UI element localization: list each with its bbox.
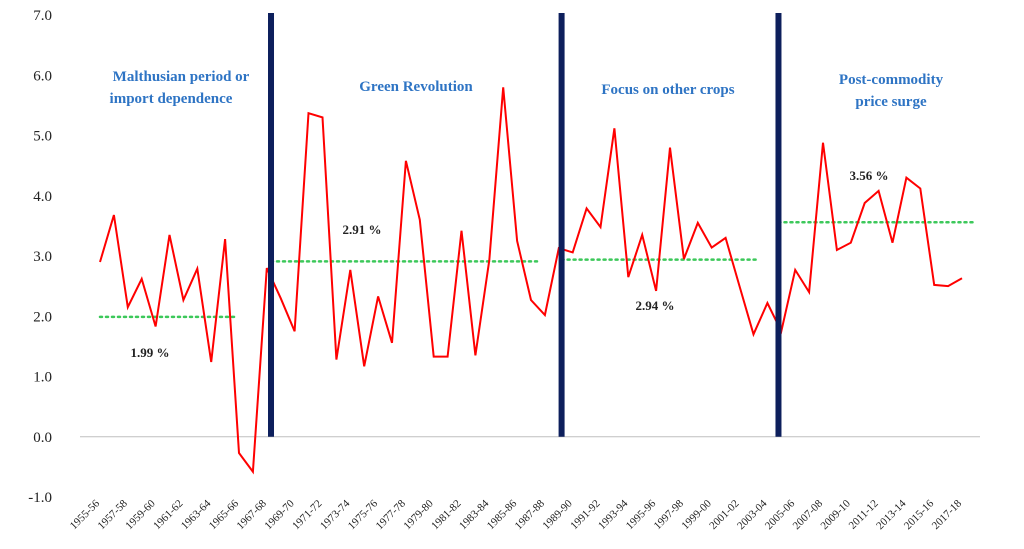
x-tick-label: 2017-18 (930, 497, 965, 532)
period-label-post-commodity-line2: price surge (855, 94, 927, 110)
period-label-post-commodity-line1: Post-commodity (839, 72, 944, 88)
y-tick-label: 4.0 (33, 189, 52, 205)
x-tick-label: 1981-82 (429, 498, 463, 532)
x-tick-label: 1987-88 (513, 497, 548, 532)
x-tick-label: 1995-96 (624, 497, 659, 532)
x-tick-label: 1977-78 (374, 497, 409, 532)
x-tick-label: 2003-04 (735, 497, 770, 532)
y-tick-label: 2.0 (33, 309, 52, 325)
x-tick-label: 2015-16 (902, 497, 937, 532)
x-tick-label: 1959-60 (123, 497, 158, 532)
x-tick-label: 2011-12 (847, 498, 881, 532)
x-tick-label: 2007-08 (791, 497, 826, 532)
y-tick-label: 5.0 (33, 129, 52, 145)
average-label-2: 2.91 % (343, 222, 382, 237)
series-line-group (99, 87, 963, 475)
average-lines (98, 221, 978, 319)
period-label-green-revolution: Green Revolution (359, 79, 473, 95)
x-tick-label: 1973-74 (318, 497, 353, 532)
period-labels: Malthusian period or import dependence G… (110, 69, 944, 110)
x-tick-label: 1983-84 (457, 497, 492, 532)
x-tick-label: 1961-62 (151, 498, 185, 532)
period-dividers (268, 13, 782, 437)
x-tick-label: 1979-80 (401, 497, 436, 532)
x-tick-label: 1975-76 (346, 497, 381, 532)
y-tick-label: 0.0 (33, 430, 52, 446)
x-tick-label: 1955-56 (68, 497, 103, 532)
period-label-malthusian-line1: Malthusian period or (113, 69, 250, 85)
x-tick-label: 2013-14 (874, 497, 909, 532)
y-axis-ticks: 7.0 6.0 5.0 4.0 3.0 2.0 1.0 0.0 -1.0 (28, 8, 52, 506)
x-tick-label: 1965-66 (207, 497, 242, 532)
x-tick-label: 2001-02 (707, 498, 741, 532)
average-label-1: 1.99 % (131, 345, 170, 360)
average-labels: 1.99 % 2.91 % 2.94 % 3.56 % (131, 168, 889, 360)
x-tick-label: 1999-00 (679, 497, 714, 532)
y-tick-label: 1.0 (33, 370, 52, 386)
growth-series-line (99, 87, 963, 475)
x-tick-label: 1991-92 (568, 498, 602, 532)
x-tick-label: 1963-64 (179, 497, 214, 532)
x-tick-label: 1969-70 (262, 497, 297, 532)
period-label-other-crops: Focus on other crops (601, 82, 734, 98)
x-tick-label: 2005-06 (763, 497, 798, 532)
x-tick-label: 1997-98 (652, 497, 687, 532)
period-label-malthusian-line2: import dependence (110, 91, 233, 107)
y-tick-label: 3.0 (33, 249, 52, 265)
x-tick-label: 2009-10 (818, 497, 853, 532)
y-tick-label: -1.0 (28, 490, 52, 506)
x-tick-label: 1993-94 (596, 497, 631, 532)
y-tick-label: 7.0 (33, 8, 52, 24)
x-tick-label: 1971-72 (290, 498, 324, 532)
x-tick-label: 1957-58 (96, 497, 131, 532)
y-tick-label: 6.0 (33, 68, 52, 84)
x-tick-label: 1985-86 (485, 497, 520, 532)
x-tick-label: 1989-90 (540, 497, 575, 532)
x-axis-ticks: 1955-561957-581959-601961-621963-641965-… (68, 497, 965, 532)
average-label-4: 3.56 % (850, 168, 889, 183)
average-label-3: 2.94 % (636, 298, 675, 313)
x-tick-label: 1967-68 (235, 497, 270, 532)
